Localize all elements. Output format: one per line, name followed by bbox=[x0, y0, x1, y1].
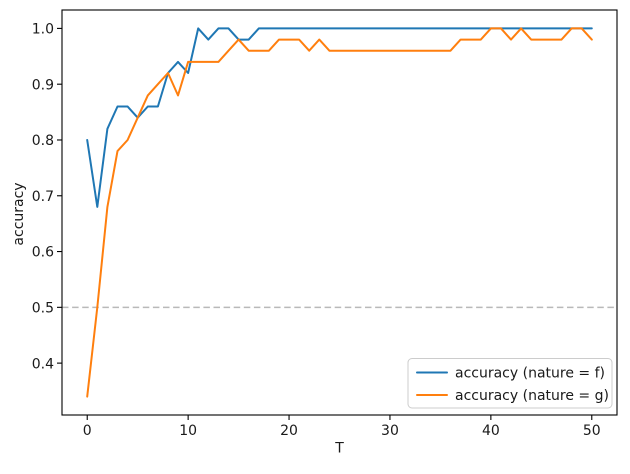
y-axis-label: accuracy bbox=[11, 182, 27, 245]
series-line-nature-f bbox=[86, 27, 593, 208]
axes-spines bbox=[61, 9, 618, 416]
legend: accuracy (nature = f) accuracy (nature = … bbox=[407, 358, 613, 409]
y-tick-label: 0.8 bbox=[32, 133, 54, 149]
series-layer bbox=[86, 27, 593, 398]
legend-label: accuracy (nature = g) bbox=[455, 388, 609, 404]
x-tick-label: 10 bbox=[179, 423, 197, 439]
x-tick-label: 30 bbox=[381, 423, 399, 439]
legend-label: accuracy (nature = f) bbox=[455, 365, 605, 381]
x-tick-label: 40 bbox=[482, 423, 500, 439]
y-tick-label: 0.7 bbox=[32, 189, 54, 205]
y-tick-label: 0.4 bbox=[32, 356, 54, 372]
legend-box bbox=[407, 358, 613, 409]
x-tick-label: 0 bbox=[83, 423, 92, 439]
x-tick-label: 20 bbox=[280, 423, 298, 439]
y-tick-label: 1.0 bbox=[32, 22, 54, 38]
y-tick-label: 0.6 bbox=[32, 245, 54, 261]
x-axis-label: T bbox=[334, 441, 344, 457]
axes-layer: 0 10 20 30 40 50 0.4 0.5 0.6 0.7 0.8 0.9 1.0 bbox=[32, 9, 618, 439]
y-tick-label: 0.5 bbox=[32, 301, 54, 317]
y-tick-label: 0.9 bbox=[32, 77, 54, 93]
series-line-nature-g bbox=[86, 27, 593, 398]
legend-entry: accuracy (nature = f) bbox=[416, 365, 605, 381]
legend-entry: accuracy (nature = g) bbox=[416, 388, 609, 404]
x-tick-label: 50 bbox=[583, 423, 601, 439]
